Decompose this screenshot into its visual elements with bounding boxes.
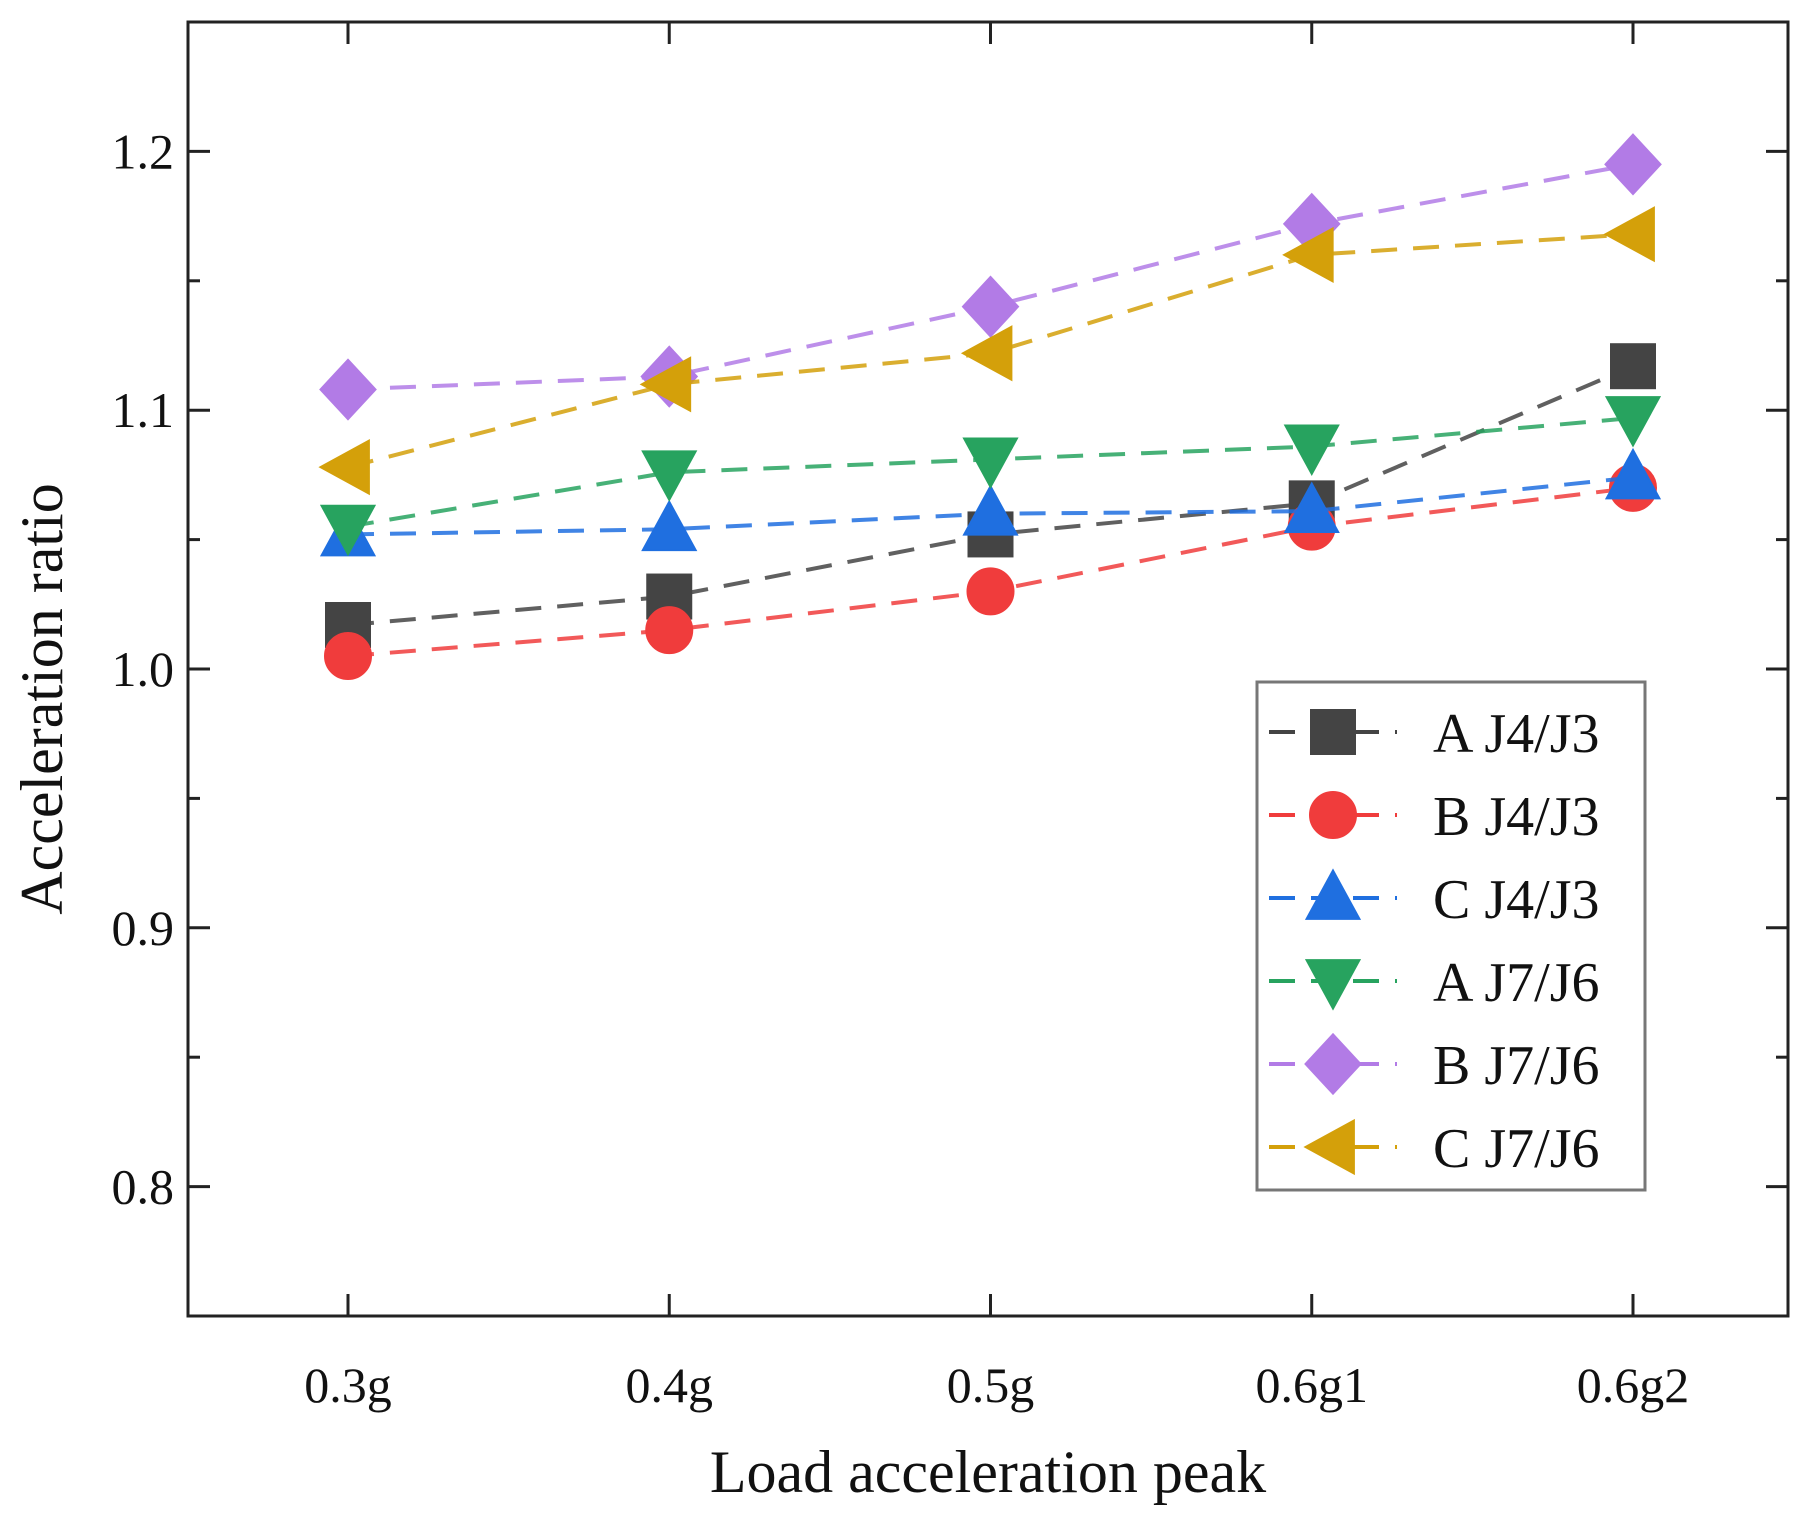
x-tick-label: 0.3g [304,1357,392,1413]
legend-marker [1303,1118,1355,1176]
data-point [1282,226,1334,284]
legend-label: B J7/J6 [1433,1035,1600,1097]
legend-label: A J4/J3 [1433,703,1600,765]
y-tick-label: 0.9 [112,900,175,956]
legend: A J4/J3 B J4/J3 C J4/J3 A J7/J6 B J7/J6 C J7/… [1255,680,1647,1192]
data-point [639,356,692,413]
series-layer [318,133,1662,681]
data-point [966,567,1015,616]
data-point [962,437,1019,489]
series-c-j7-j6 [318,206,1655,496]
data-point [1604,447,1662,500]
y-axis: 0.8 0.9 1.0 1.1 1.2 [112,123,1788,1215]
legend-label: A J7/J6 [1433,952,1600,1014]
data-point [1604,396,1662,448]
y-tick-label: 1.1 [112,382,175,438]
legend-item: C J7/J6 [1269,1118,1600,1180]
data-point [961,275,1020,338]
legend-item: A J4/J3 [1269,703,1600,765]
legend-label: B J4/J3 [1433,786,1600,848]
y-tick-label: 0.8 [112,1159,175,1215]
legend-item: B J4/J3 [1269,786,1600,848]
data-point [1603,206,1655,263]
data-point [319,358,377,421]
legend-label: C J7/J6 [1433,1118,1600,1180]
x-tick-label: 0.6g2 [1577,1357,1690,1413]
y-tick-label: 1.2 [112,123,175,179]
legend-marker [1310,709,1356,755]
data-point [960,325,1013,382]
y-tick-label: 1.0 [112,641,175,697]
data-point [1610,343,1656,390]
data-point [1604,133,1662,196]
legend-label: C J4/J3 [1433,869,1600,931]
legend-marker [1309,791,1357,839]
data-point [645,606,694,655]
data-point [1283,424,1340,477]
x-tick-label: 0.4g [626,1357,714,1413]
y-axis-title: Acceleration ratio [9,483,75,914]
legend-item: A J7/J6 [1269,952,1600,1014]
data-point [1283,481,1340,534]
legend-marker [1304,1032,1362,1096]
data-point [641,499,698,552]
data-point [641,450,698,502]
data-point [962,484,1019,536]
data-point [319,504,377,557]
data-point [318,439,370,496]
legend-box [1255,680,1647,1192]
x-axis-title: Load acceleration peak [710,1439,1266,1505]
x-tick-label: 0.5g [947,1357,1035,1413]
legend-item: C J4/J3 [1269,868,1600,931]
legend-marker [1304,959,1362,1011]
data-point [324,632,372,681]
x-tick-label: 0.6g1 [1256,1357,1369,1413]
x-axis: 0.3g 0.4g 0.5g 0.6g1 0.6g2 [304,22,1689,1413]
legend-item: B J7/J6 [1269,1032,1600,1097]
legend-marker [1304,868,1362,920]
series-a-j7-j6 [319,396,1662,557]
